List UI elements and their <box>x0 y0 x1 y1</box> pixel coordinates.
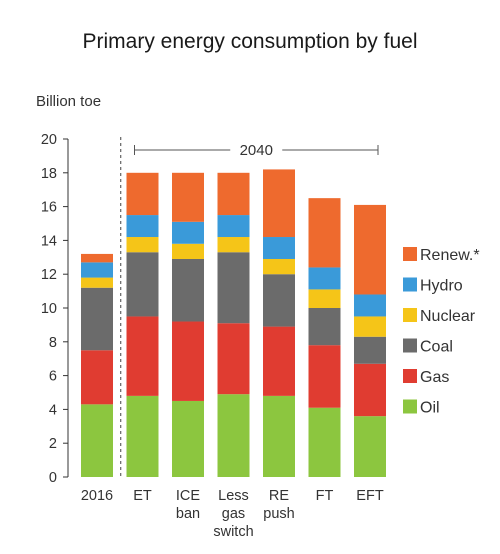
bar-segment-renew <box>308 198 341 268</box>
y-tick-label: 0 <box>49 470 57 486</box>
bar-segment-hydro <box>126 215 159 238</box>
bar-segment-renew <box>354 204 386 295</box>
bar-segment-hydro <box>308 267 341 290</box>
y-tick-label: 6 <box>49 369 57 385</box>
category-labels: 2016 ET ICE ban Less gas switch RE push FT EFT <box>81 488 384 540</box>
bar-segment-gas <box>308 345 341 408</box>
legend-swatch <box>403 369 417 383</box>
bar-segment-nuclear <box>217 237 250 253</box>
y-tick-label: 8 <box>49 335 57 351</box>
bar-segment-coal <box>217 252 250 324</box>
legend-label: Oil <box>420 400 440 417</box>
bar-segment-oil <box>172 400 204 477</box>
y-tick-label: 18 <box>41 166 57 182</box>
category-label: EFT <box>356 488 384 504</box>
legend-label: Renew.* <box>420 247 480 264</box>
bar-segment-hydro <box>217 215 250 238</box>
annotation-label: 2040 <box>240 142 273 159</box>
category-label: ICE <box>176 488 201 504</box>
bar-segment-gas <box>217 323 250 395</box>
bar-segment-gas <box>354 363 386 417</box>
y-tick-label: 10 <box>41 301 57 317</box>
bar-segment-gas <box>81 350 113 405</box>
y-tick-label: 12 <box>41 267 57 283</box>
bar-segment-oil <box>354 416 386 477</box>
y-axis-label: Billion toe <box>36 93 101 110</box>
category-label: ban <box>176 506 200 522</box>
bar-segment-oil <box>81 404 113 477</box>
legend-label: Gas <box>420 369 449 386</box>
legend: Renew.* Hydro Nuclear Coal Gas Oil <box>403 247 480 417</box>
bar-segment-nuclear <box>126 237 159 253</box>
legend-label: Hydro <box>420 278 463 295</box>
bar-segment-nuclear <box>308 289 341 308</box>
axes: 0 2 4 6 8 10 12 14 16 18 20 <box>41 132 122 486</box>
bar-segment-renew <box>263 169 295 238</box>
bar-segment-renew <box>126 172 159 216</box>
category-label: gas <box>222 506 245 522</box>
category-label: Less <box>218 488 249 504</box>
bar-segment-nuclear <box>354 316 386 337</box>
bar-segment-coal <box>126 252 159 317</box>
bar-segment-coal <box>81 287 113 351</box>
bar-segment-oil <box>308 407 341 477</box>
category-label: 2016 <box>81 488 113 504</box>
legend-swatch <box>403 277 417 292</box>
y-tick-label: 2 <box>49 436 57 452</box>
bar-segment-gas <box>126 316 159 396</box>
legend-label: Nuclear <box>420 308 476 325</box>
category-label: ET <box>133 488 152 504</box>
y-tick-label: 14 <box>41 233 57 249</box>
category-label: RE <box>269 488 289 504</box>
bar-segment-hydro <box>263 237 295 259</box>
bar-segment-coal <box>308 308 341 346</box>
bar-segment-gas <box>263 326 295 396</box>
bars <box>81 169 386 477</box>
bar-segment-coal <box>263 274 295 327</box>
bar-segment-hydro <box>172 221 204 244</box>
bar-segment-nuclear <box>172 243 204 259</box>
category-label: FT <box>316 488 334 504</box>
y-tick-label: 20 <box>41 132 57 148</box>
y-tick-label: 16 <box>41 200 57 216</box>
bar-segment-renew <box>172 172 204 222</box>
category-label: push <box>263 506 294 522</box>
bar-segment-nuclear <box>263 258 295 275</box>
y-tick-label: 4 <box>49 402 57 418</box>
bar-segment-hydro <box>354 294 386 317</box>
bar-segment-renew <box>217 172 250 216</box>
bar-segment-coal <box>172 258 204 322</box>
bar-segment-oil <box>126 395 159 477</box>
bar-segment-renew <box>81 253 113 263</box>
bar-segment-coal <box>354 336 386 364</box>
legend-swatch <box>403 399 417 414</box>
chart-title: Primary energy consumption by fuel <box>82 30 418 53</box>
legend-swatch <box>403 308 417 322</box>
bar-segment-oil <box>217 394 250 477</box>
bar-segment-oil <box>263 395 295 477</box>
legend-swatch <box>403 247 417 261</box>
category-label: switch <box>213 524 253 540</box>
bar-segment-gas <box>172 321 204 401</box>
annotation-2040: 2040 <box>134 142 379 159</box>
bar-segment-nuclear <box>81 277 113 288</box>
legend-swatch <box>403 338 417 353</box>
bar-segment-hydro <box>81 262 113 278</box>
legend-label: Coal <box>420 339 453 356</box>
